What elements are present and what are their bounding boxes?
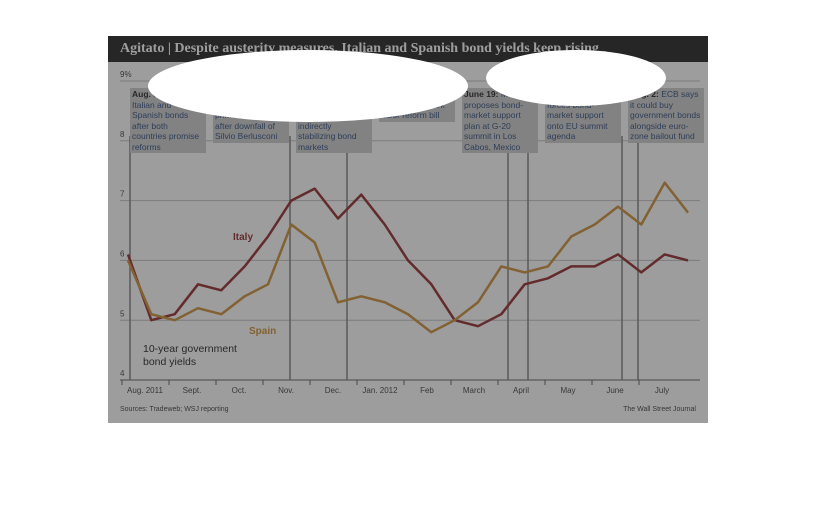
y-tick-label: 7	[120, 190, 125, 199]
x-tick-label: Nov.	[278, 386, 294, 395]
x-tick-label: Aug. 2011	[127, 386, 163, 395]
source: Sources: Tradeweb; WSJ reporting	[120, 406, 229, 413]
blob	[148, 50, 468, 122]
series-line	[126, 187, 689, 328]
series-label: Italy	[233, 232, 254, 243]
x-tick-label: Jan. 2012	[362, 386, 398, 395]
x-tick-label: Oct.	[232, 386, 247, 395]
chart: 4 5 6 7 8 9% Aug. 2011 Sept. Oct. Nov. Dec. Jan. 20…	[108, 36, 708, 423]
x-tick-label: May	[560, 386, 575, 395]
x-tick-label: April	[513, 386, 529, 395]
axis-note: 10-year government bond yields	[143, 343, 237, 368]
annotation-date: June 19:	[464, 89, 499, 99]
series-label: Spain	[249, 326, 277, 337]
y-tick-label: 6	[120, 250, 125, 259]
y-tick-label: 5	[120, 309, 125, 318]
y-tick-label: 9%	[120, 70, 132, 79]
series-line	[126, 181, 689, 334]
x-tick-label: Feb	[420, 386, 434, 395]
y-tick-label: 8	[120, 130, 125, 139]
x-tick-label: March	[463, 386, 485, 395]
credit: The Wall Street Journal	[623, 406, 696, 413]
y-tick-label: 4	[120, 369, 125, 378]
blob	[486, 50, 666, 106]
x-tick-label: July	[655, 386, 669, 395]
x-tick-label: Dec.	[325, 386, 341, 395]
x-tick-label: June	[606, 386, 624, 395]
x-tick-label: Sept.	[183, 386, 202, 395]
